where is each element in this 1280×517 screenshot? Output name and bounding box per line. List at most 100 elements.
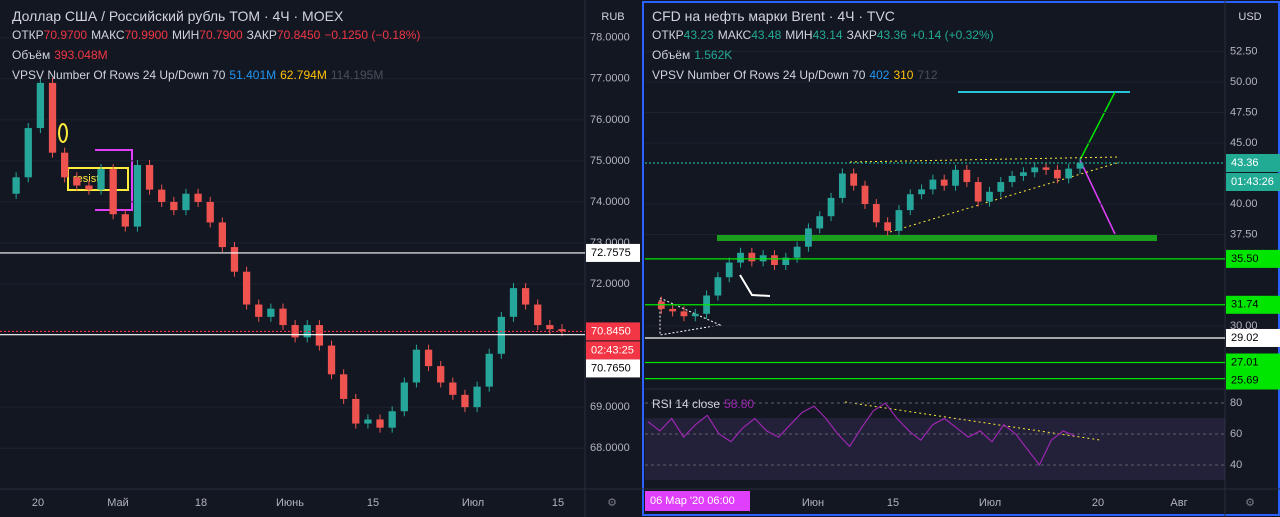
candle [827, 197, 835, 217]
volume-label: Объём [12, 48, 51, 62]
candle [793, 246, 801, 258]
drawing-box [67, 167, 129, 191]
candle [303, 325, 311, 338]
vpsv-total: 712 [917, 68, 938, 82]
vpsv-label: VPSV Number Of Rows 24 Up/Down 70 [652, 68, 866, 82]
ohlc-label: МАКС [717, 28, 752, 42]
x-tick-label: 15 [367, 497, 379, 509]
candle [986, 191, 993, 202]
drawing-zone [717, 234, 1157, 241]
price-tag-label: 01:43:26 [1231, 176, 1274, 188]
candle [230, 247, 239, 272]
settings-icon[interactable]: ⚙ [1245, 497, 1255, 509]
y-tick-label: 40.00 [1230, 198, 1258, 210]
y-tick-label: 47.50 [1230, 106, 1258, 118]
candle [61, 152, 69, 178]
volume-value: 393.048M [54, 48, 108, 62]
candle [1008, 175, 1016, 183]
price-tag-label: 43.36 [1231, 157, 1259, 169]
x-tick-label: Июнь [276, 497, 304, 509]
candle [412, 349, 421, 383]
candle [97, 169, 105, 190]
currency: USD [1238, 11, 1261, 23]
x-tick-label: Июн [802, 497, 824, 509]
price-tag [586, 359, 640, 378]
candle [725, 262, 733, 278]
settings-icon[interactable]: ⚙ [607, 497, 617, 509]
price-tag [1226, 173, 1280, 192]
candle [48, 82, 57, 153]
price-tag-label: 29.02 [1231, 332, 1259, 344]
x-tick-label: Авг [1170, 497, 1187, 509]
drawing [659, 297, 722, 336]
price-tag [1226, 249, 1280, 268]
candle [861, 185, 869, 205]
candle [36, 82, 45, 129]
candle [485, 353, 493, 387]
y-tick-label: 37.50 [1230, 228, 1258, 240]
ohlc-change: +0.14 (+0.32%) [910, 28, 994, 42]
ohlc-label: ОТКР [12, 28, 44, 42]
candle [376, 419, 384, 428]
y-tick-label: 69.0000 [590, 401, 630, 413]
x-tick-label: Июл [462, 497, 484, 509]
candle [1076, 163, 1084, 169]
drawing [739, 274, 771, 297]
candle [1042, 167, 1050, 170]
y-tick-label: 75.0000 [590, 155, 630, 167]
y-tick-label: 40 [1230, 459, 1242, 471]
rsi-label: RSI 14 close [652, 397, 721, 411]
candle [816, 216, 824, 229]
currency: RUB [601, 11, 624, 23]
candle [714, 277, 722, 296]
y-tick-label: 80 [1230, 397, 1242, 409]
candle [133, 164, 142, 227]
y-tick-label: 68.0000 [590, 442, 630, 454]
candle [771, 255, 778, 266]
candle [242, 271, 251, 305]
candle [437, 366, 445, 383]
candle [255, 304, 263, 317]
candle [352, 398, 360, 424]
candle [669, 308, 677, 312]
price-tag-label: 70.8450 [591, 325, 631, 337]
candle [997, 182, 1005, 192]
ohlc-value: 70.7900 [199, 28, 243, 42]
candle [73, 177, 81, 186]
candle [509, 288, 518, 317]
price-tag [1226, 371, 1280, 390]
y-tick-label: 30.00 [1230, 320, 1258, 332]
candle [963, 169, 971, 183]
x-tick-label: 18 [195, 497, 207, 509]
vpsv-up: 51.401M [229, 68, 277, 82]
candle [267, 308, 275, 317]
candle [182, 193, 190, 211]
ohlc-label: МИН [785, 28, 813, 42]
candle [327, 345, 336, 375]
legend: CFD на нефть марки Brent · 4Ч · TVC ОТКР… [652, 8, 998, 82]
candle [748, 252, 756, 262]
candle [872, 204, 880, 223]
rsi-legend: RSI 14 close 58.80 [652, 397, 758, 411]
price-tag-label: 35.50 [1231, 253, 1259, 265]
candle [546, 325, 554, 330]
drawing [1079, 91, 1116, 161]
y-tick-label: 60 [1230, 428, 1242, 440]
candle [974, 182, 982, 202]
candle [952, 169, 959, 186]
candle [109, 169, 117, 215]
drawing [889, 161, 1121, 233]
price-tag [586, 341, 640, 360]
candle [680, 311, 688, 317]
price-tag [1226, 328, 1280, 347]
candle [884, 222, 892, 231]
price-tag-label: 02:43:25 [591, 344, 634, 356]
candle [473, 386, 481, 408]
candle [534, 304, 542, 326]
candle [461, 394, 469, 408]
y-tick-label: 76.0000 [590, 114, 630, 126]
candle [206, 201, 214, 223]
symbol-title: Доллар США / Российский рубль TOM · 4Ч ·… [12, 8, 344, 24]
ohlc-value: 43.14 [812, 28, 843, 42]
